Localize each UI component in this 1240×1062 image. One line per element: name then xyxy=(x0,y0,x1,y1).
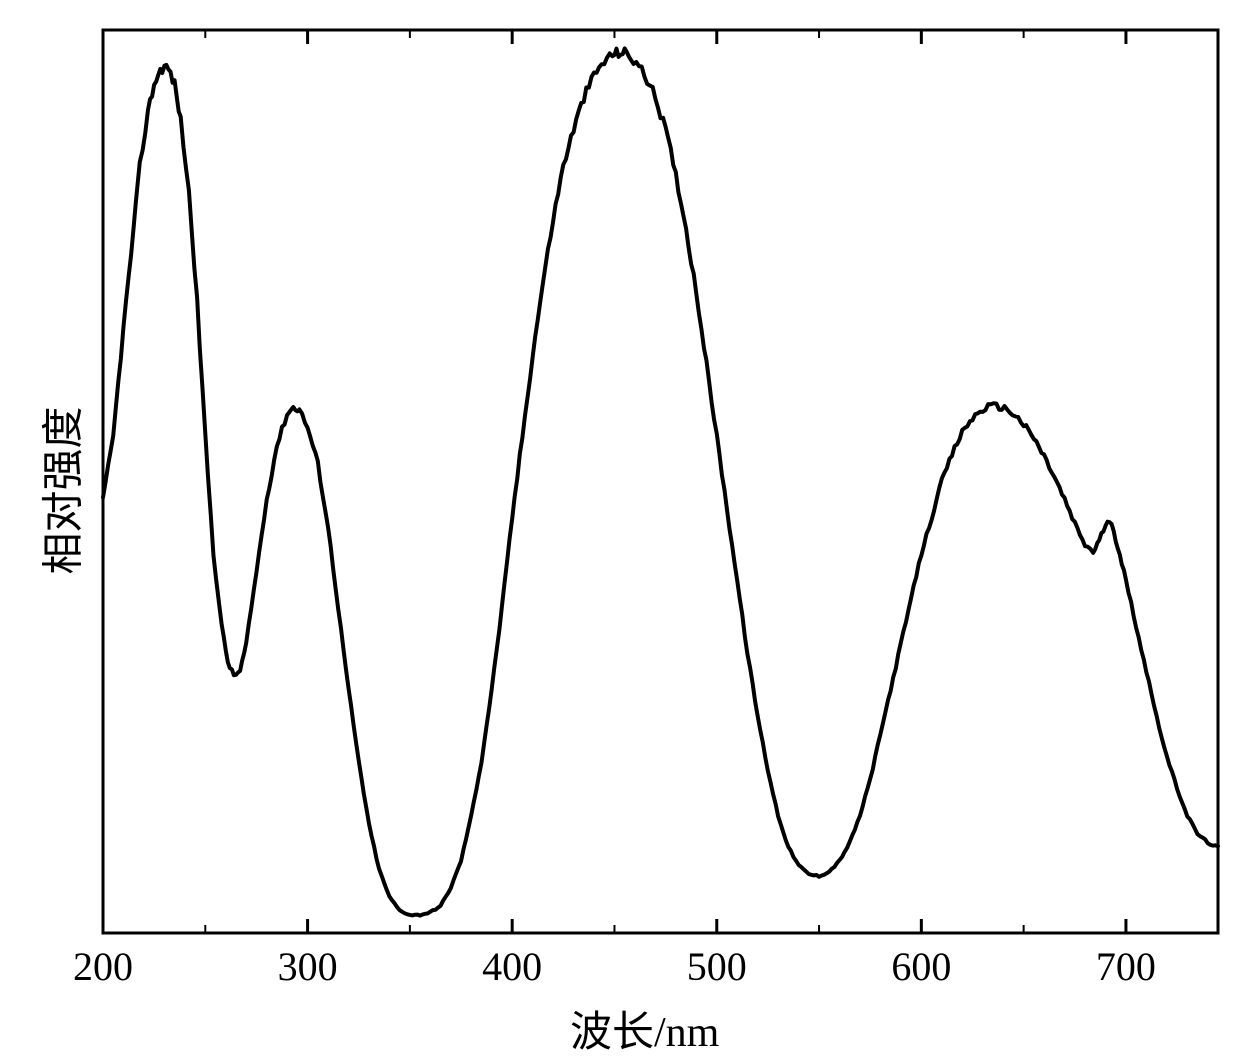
x-axis-label: 波长/nm xyxy=(570,998,719,1059)
chart-svg xyxy=(0,0,1240,1062)
x-tick-label: 300 xyxy=(278,943,338,990)
y-axis-label: 相对强度 xyxy=(30,401,91,581)
x-tick-label: 500 xyxy=(687,943,747,990)
x-tick-label: 400 xyxy=(482,943,542,990)
x-tick-label: 700 xyxy=(1096,943,1156,990)
spectrum-chart: 相对强度 波长/nm 200 300 400 500 600 700 xyxy=(0,0,1240,1062)
spectrum-line xyxy=(103,48,1218,915)
x-tick-label: 600 xyxy=(891,943,951,990)
x-tick-label: 200 xyxy=(73,943,133,990)
